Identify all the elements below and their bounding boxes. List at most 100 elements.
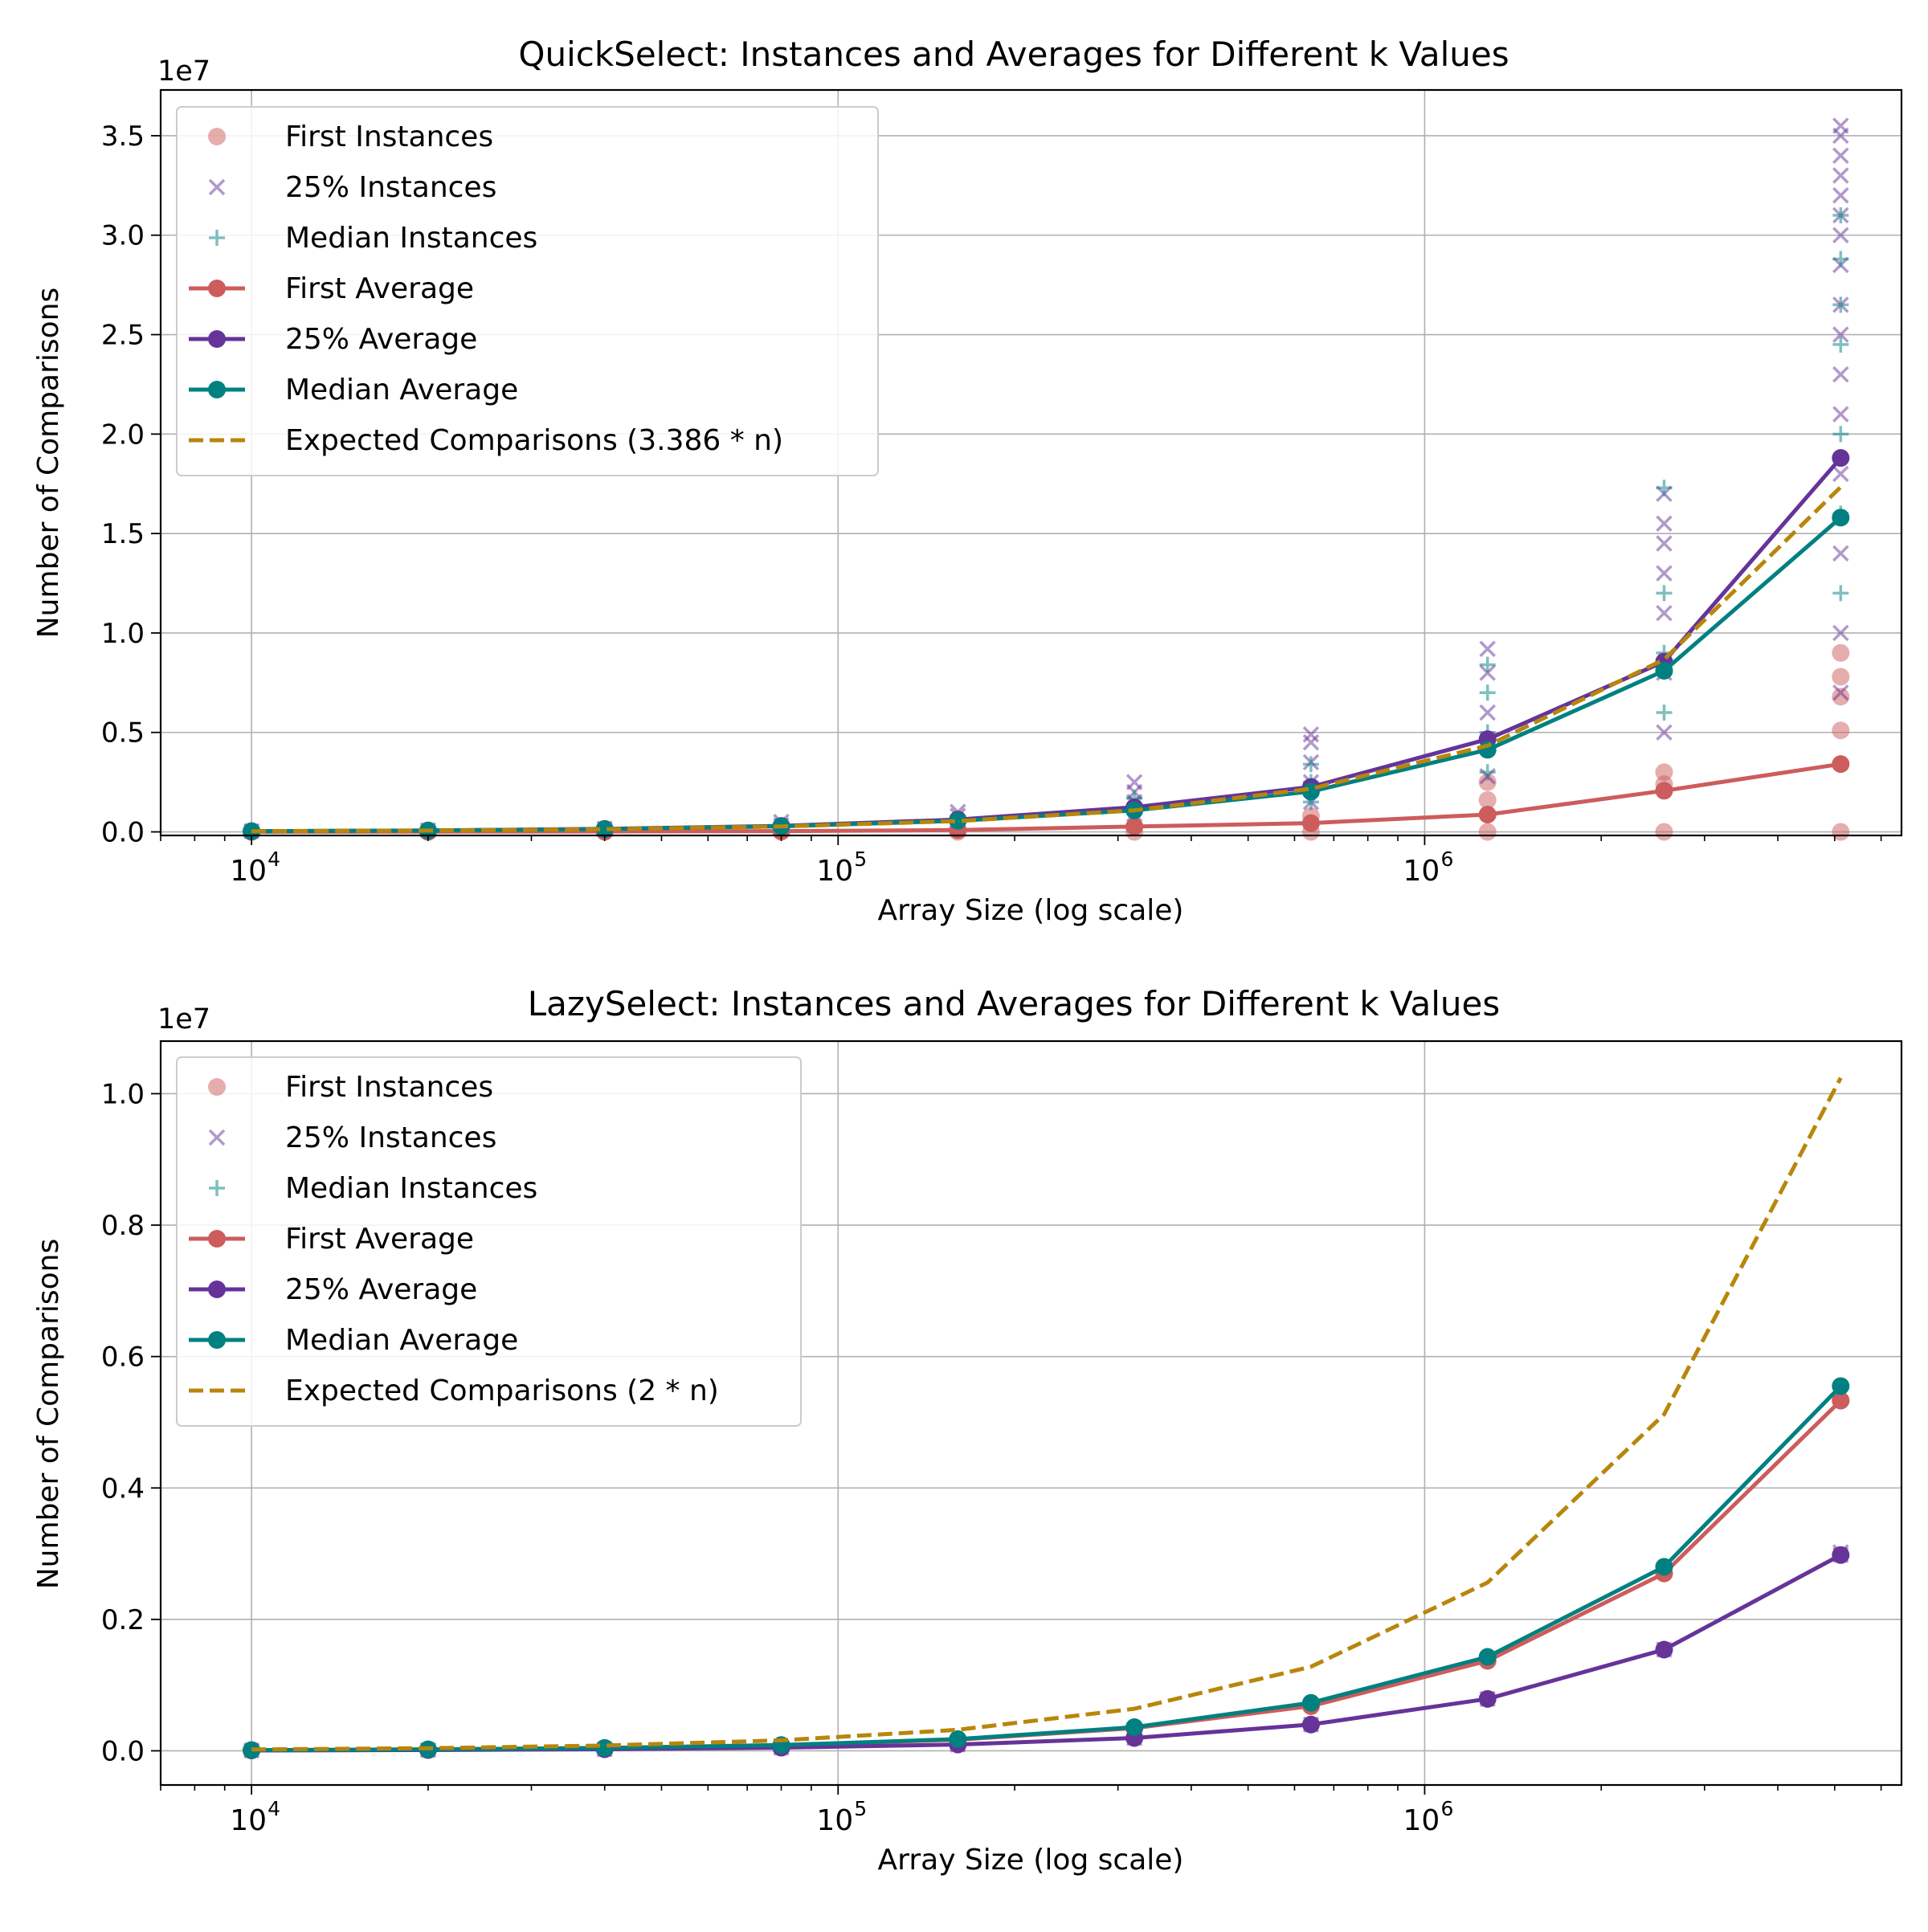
legend-handle-marker [208, 381, 226, 398]
instance-point [1832, 167, 1849, 184]
instance-point [1832, 721, 1850, 740]
x-tick-exponent: 6 [1440, 848, 1453, 871]
quickselect-panel: QuickSelect: Instances and Averages for … [32, 35, 1903, 927]
instance-point [1832, 643, 1850, 662]
legend-label: Median Instances [285, 1172, 537, 1205]
y-tick-label: 3.0 [101, 220, 145, 252]
y-tick-label: 0.5 [101, 717, 145, 750]
instance-point [1832, 545, 1849, 562]
instance-point [1832, 326, 1849, 343]
instance-point [1656, 704, 1673, 721]
legend-label: Median Average [285, 1324, 518, 1357]
average-point [1832, 1391, 1850, 1410]
legend-label: Expected Comparisons (2 * n) [285, 1374, 719, 1407]
instance-point [1656, 565, 1673, 582]
y-axis-ticks: 0.0 0.2 0.4 0.6 0.8 1.0 [101, 1078, 161, 1767]
average-point [243, 1741, 261, 1759]
instance-point [1125, 774, 1143, 790]
instance-point [1832, 406, 1849, 423]
x-tick-label: 10 [230, 1804, 267, 1837]
x-tick-label: 10 [816, 855, 853, 888]
axis-offset-label: 1e7 [157, 1003, 210, 1035]
legend-handle [209, 230, 225, 246]
average-point [949, 811, 967, 830]
average-point [1478, 1648, 1497, 1666]
instance-point [1478, 790, 1497, 809]
chart-title: LazySelect: Instances and Averages for D… [528, 984, 1500, 1023]
legend: First Instances 25% Instances Median Insta… [176, 106, 879, 476]
y-tick-label: 3.5 [101, 120, 145, 153]
instance-point [1832, 147, 1849, 164]
x-tick-exponent: 4 [268, 848, 280, 871]
y-axis-label: Number of Comparisons [32, 1239, 65, 1590]
y-tick-label: 2.0 [101, 419, 145, 451]
legend-label: First Instances [285, 1071, 493, 1104]
legend-label: 25% Instances [285, 1121, 496, 1154]
expected-line-group [251, 1076, 1843, 1752]
lazyselect-panel: LazySelect: Instances and Averages for D… [32, 984, 1903, 1877]
average-point [949, 1730, 967, 1748]
instance-point [1832, 465, 1849, 483]
instance-point [1656, 724, 1673, 741]
average-point [1832, 1546, 1850, 1564]
legend-box [176, 106, 879, 476]
instance-point [1656, 535, 1673, 552]
y-tick-label: 0.6 [101, 1342, 145, 1374]
instance-point [1655, 823, 1673, 841]
legend: First Instances 25% Instances Median Insta… [176, 1056, 802, 1427]
instance-point [1832, 336, 1849, 353]
legend-label: Expected Comparisons (3.386 * n) [285, 424, 783, 457]
x-axis-label: Array Size (log scale) [878, 894, 1184, 927]
average-point [1478, 806, 1497, 824]
instance-point [1302, 756, 1319, 773]
instance-point [1479, 640, 1496, 657]
average-point [595, 820, 614, 839]
plot-area [243, 1076, 1850, 1759]
expected-line [251, 485, 1843, 834]
average-point [1125, 1718, 1144, 1737]
x-tick-label: 10 [1403, 1804, 1440, 1837]
instance-point [1832, 251, 1849, 268]
y-tick-label: 1.0 [101, 1078, 145, 1110]
x-tick-label: 10 [230, 855, 267, 888]
average-point [1832, 449, 1850, 468]
instance-point [1656, 585, 1673, 602]
instance-point [1302, 725, 1320, 743]
legend-handle [208, 1129, 226, 1146]
x-tick-label: 10 [816, 1804, 853, 1837]
x-tick-exponent: 4 [268, 1797, 280, 1820]
instance-point [1832, 186, 1849, 204]
average-point [1832, 755, 1850, 774]
instance-point [1832, 206, 1849, 223]
x-tick-label: 10 [1403, 855, 1440, 888]
legend-handle [208, 178, 226, 196]
x-axis-ticks: 10 4 10 5 10 6 [160, 835, 1882, 888]
instance-point [1832, 684, 1849, 701]
instance-point [1478, 773, 1497, 791]
instance-point [1832, 227, 1849, 243]
x-axis-ticks: 10 4 10 5 10 6 [160, 1785, 1882, 1837]
instance-point [1832, 585, 1849, 602]
y-tick-label: 0.2 [101, 1604, 145, 1636]
axes-frame [159, 88, 1903, 837]
instance-point [1656, 515, 1673, 533]
average-point [1125, 817, 1144, 835]
legend-handle [208, 1078, 226, 1096]
average-point [1832, 1377, 1850, 1395]
legend-label: 25% Instances [285, 171, 496, 204]
legend-handle-marker [208, 280, 226, 297]
instance-point [1832, 117, 1849, 134]
axes-frame [159, 1040, 1903, 1787]
expected-line [251, 1076, 1843, 1752]
instance-point [1478, 823, 1497, 841]
legend-handle [209, 1180, 225, 1196]
chart-title: QuickSelect: Instances and Averages for … [518, 35, 1509, 74]
average-point [1655, 1558, 1673, 1576]
legend-label: Median Average [285, 374, 518, 406]
y-axis-label: Number of Comparisons [32, 288, 65, 639]
y-tick-label: 0.0 [101, 817, 145, 849]
instance-point [1656, 480, 1673, 496]
legend-label: 25% Average [285, 1273, 477, 1306]
